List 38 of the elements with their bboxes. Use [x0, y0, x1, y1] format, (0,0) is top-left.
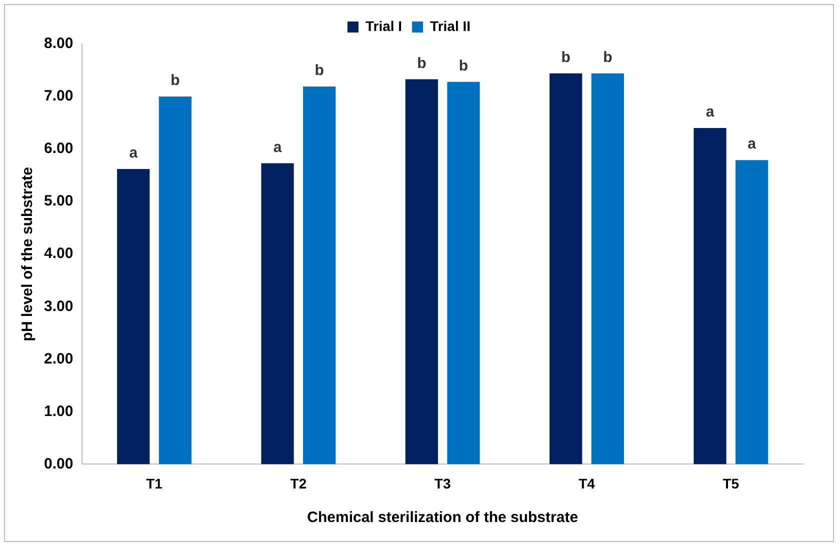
bar: [261, 163, 294, 464]
data-label: b: [458, 57, 468, 74]
bar: [447, 82, 480, 464]
y-tick-label: 5.00: [44, 192, 74, 210]
y-tick-label: 0.00: [44, 455, 74, 472]
y-tick-label: 7.00: [44, 88, 74, 105]
data-label: b: [314, 62, 324, 80]
y-tick-label: 2.00: [44, 350, 74, 368]
y-axis-title: pH level of the substrate: [19, 166, 36, 342]
x-tick-label: T4: [578, 475, 596, 492]
y-tick-label: 8.00: [44, 35, 74, 52]
x-tick-label: T3: [434, 475, 451, 492]
bar: [117, 169, 150, 464]
data-label: b: [561, 49, 570, 66]
data-label: b: [603, 49, 612, 66]
bar: [694, 128, 726, 464]
y-tick-label: 4.00: [44, 245, 74, 262]
data-label: a: [129, 144, 138, 162]
bar: [158, 96, 192, 464]
x-axis-title: Chemical sterilization of the substrate: [307, 509, 578, 526]
y-tick-label: 1.00: [44, 402, 74, 420]
bar: [736, 160, 768, 464]
x-tick-label: T2: [290, 475, 307, 492]
x-tick-label: T1: [146, 475, 163, 492]
data-label: b: [417, 54, 426, 72]
bar: [591, 73, 624, 464]
data-label: b: [170, 72, 180, 90]
bar: [405, 79, 438, 464]
legend-label: Trial I: [365, 18, 402, 34]
y-tick-label: 6.00: [44, 140, 74, 158]
data-label: a: [706, 104, 715, 121]
y-tick-label: 3.00: [44, 298, 74, 315]
bar: [550, 73, 582, 464]
legend-label: Trial II: [430, 18, 471, 34]
data-label: a: [273, 138, 282, 156]
data-label: a: [748, 136, 757, 153]
x-tick-label: T5: [722, 475, 740, 492]
bar: [303, 86, 336, 464]
